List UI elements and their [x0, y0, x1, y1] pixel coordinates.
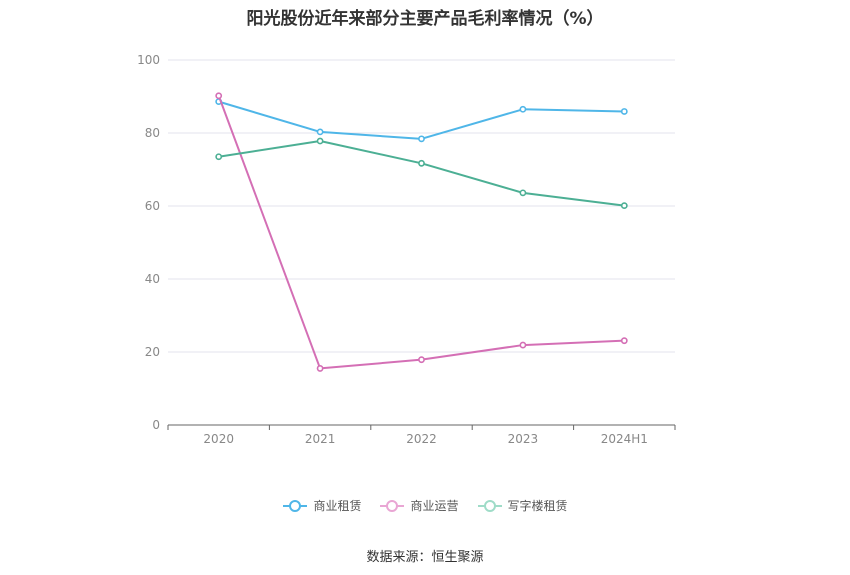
- series-line-2: [218, 140, 625, 207]
- legend-label: 写字楼租赁: [507, 499, 568, 513]
- legend-label: 商业运营: [410, 499, 459, 513]
- x-tick-label: 2023: [508, 432, 539, 446]
- data-point: [418, 159, 425, 167]
- x-tick-label: 2020: [203, 432, 234, 446]
- data-point: [215, 153, 223, 161]
- x-tick-label: 2021: [305, 432, 336, 446]
- y-tick-label: 60: [145, 199, 160, 213]
- y-tick-label: 20: [145, 345, 160, 359]
- series-lines: [215, 92, 628, 372]
- y-axis: 0 20 40 60 80 100: [137, 53, 160, 432]
- data-point: [620, 108, 628, 115]
- data-point: [316, 128, 324, 136]
- data-point: [519, 189, 527, 197]
- legend-marker-icon: [283, 499, 308, 512]
- data-point: [418, 135, 425, 143]
- data-point: [519, 105, 527, 113]
- legend-item-commercial-leasing[interactable]: 商业租赁: [282, 497, 361, 514]
- data-point: [316, 365, 324, 372]
- data-point: [418, 356, 425, 364]
- legend-label: 商业租赁: [313, 499, 362, 513]
- data-point: [519, 341, 527, 349]
- data-point: [620, 337, 628, 345]
- data-point: [215, 92, 223, 100]
- legend: 商业租赁 商业运营 写字楼租赁: [0, 497, 850, 514]
- gridlines: [168, 59, 675, 353]
- chart-title: 阳光股份近年来部分主要产品毛利率情况（%）: [246, 9, 604, 29]
- y-tick-label: 80: [145, 126, 160, 140]
- x-tick-label: 2022: [406, 432, 437, 446]
- data-source-note: 数据来源：恒生聚源: [366, 550, 484, 565]
- y-tick-label: 0: [152, 418, 160, 432]
- x-tick-label: 2024H1: [601, 432, 648, 446]
- legend-marker-icon: [477, 499, 502, 512]
- y-tick-label: 40: [145, 272, 160, 286]
- y-tick-label: 100: [137, 53, 160, 67]
- data-point: [620, 202, 628, 210]
- legend-item-office-leasing[interactable]: 写字楼租赁: [477, 497, 568, 514]
- data-point: [316, 137, 324, 145]
- legend-item-commercial-operation[interactable]: 商业运营: [379, 497, 459, 514]
- legend-marker-icon: [380, 499, 405, 512]
- x-axis: 2020 2021 2022 2023 2024H1: [167, 424, 676, 446]
